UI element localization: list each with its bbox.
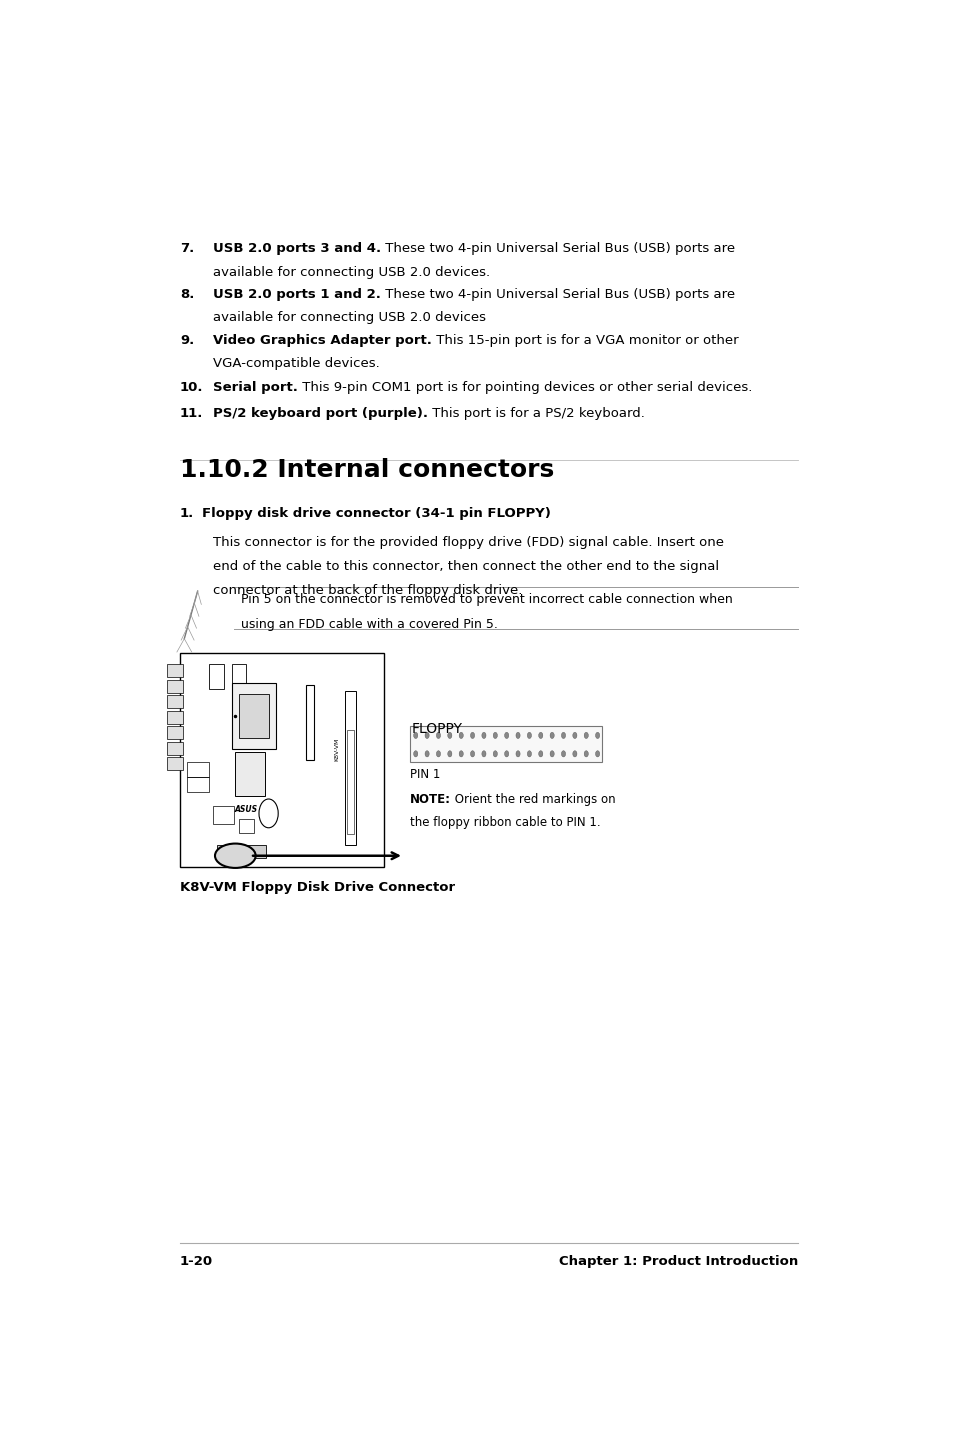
Circle shape — [470, 751, 475, 756]
Circle shape — [527, 751, 531, 756]
Circle shape — [470, 732, 475, 739]
Bar — [187, 777, 210, 792]
Circle shape — [458, 751, 463, 756]
Text: 7.: 7. — [180, 243, 193, 256]
Circle shape — [458, 732, 463, 739]
Circle shape — [425, 751, 429, 756]
Text: Video Graphics Adapter port.: Video Graphics Adapter port. — [213, 334, 432, 347]
Circle shape — [561, 732, 565, 739]
Circle shape — [481, 732, 485, 739]
Text: This connector is for the provided floppy drive (FDD) signal cable. Insert one: This connector is for the provided flopp… — [213, 536, 723, 549]
Text: Chapter 1: Product Introduction: Chapter 1: Product Introduction — [558, 1255, 797, 1268]
Text: PIN 1: PIN 1 — [410, 768, 439, 781]
Bar — [167, 758, 183, 771]
Text: using an FDD cable with a covered Pin 5.: using an FDD cable with a covered Pin 5. — [241, 618, 497, 631]
Circle shape — [527, 732, 531, 739]
Text: This port is for a PS/2 keyboard.: This port is for a PS/2 keyboard. — [428, 407, 644, 420]
Bar — [235, 752, 265, 797]
Circle shape — [504, 751, 508, 756]
Circle shape — [425, 732, 429, 739]
Bar — [213, 807, 233, 824]
Text: This 15-pin port is for a VGA monitor or other: This 15-pin port is for a VGA monitor or… — [432, 334, 738, 347]
Circle shape — [436, 751, 440, 756]
Circle shape — [595, 751, 599, 756]
Circle shape — [493, 732, 497, 739]
Bar — [187, 762, 210, 777]
Circle shape — [550, 732, 554, 739]
Circle shape — [572, 732, 577, 739]
Text: 1-20: 1-20 — [180, 1255, 213, 1268]
Circle shape — [572, 751, 577, 756]
Bar — [216, 844, 237, 858]
Bar — [167, 664, 183, 677]
Text: ASUS: ASUS — [234, 805, 257, 814]
Text: the floppy ribbon cable to PIN 1.: the floppy ribbon cable to PIN 1. — [410, 815, 599, 828]
Text: USB 2.0 ports 3 and 4.: USB 2.0 ports 3 and 4. — [213, 243, 381, 256]
Text: Serial port.: Serial port. — [213, 381, 297, 394]
Bar — [410, 726, 601, 762]
Text: 10.: 10. — [180, 381, 203, 394]
Circle shape — [504, 732, 508, 739]
Circle shape — [538, 732, 542, 739]
Circle shape — [447, 732, 452, 739]
Text: USB 2.0 ports 1 and 2.: USB 2.0 ports 1 and 2. — [213, 288, 380, 301]
Circle shape — [414, 732, 417, 739]
Circle shape — [595, 732, 599, 739]
Bar — [347, 729, 354, 834]
Text: This 9-pin COM1 port is for pointing devices or other serial devices.: This 9-pin COM1 port is for pointing dev… — [297, 381, 752, 394]
Bar — [167, 695, 183, 709]
Text: end of the cable to this connector, then connect the other end to the signal: end of the cable to this connector, then… — [213, 561, 719, 574]
Text: 1.: 1. — [180, 508, 193, 521]
Bar — [167, 710, 183, 723]
Text: available for connecting USB 2.0 devices.: available for connecting USB 2.0 devices… — [213, 266, 490, 279]
Bar — [210, 664, 224, 689]
Text: available for connecting USB 2.0 devices: available for connecting USB 2.0 devices — [213, 311, 486, 324]
Text: These two 4-pin Universal Serial Bus (USB) ports are: These two 4-pin Universal Serial Bus (US… — [380, 288, 735, 301]
Bar — [245, 844, 265, 858]
Text: Pin 5 on the connector is removed to prevent incorrect cable connection when: Pin 5 on the connector is removed to pre… — [241, 594, 732, 607]
Bar — [167, 742, 183, 755]
Text: Orient the red markings on: Orient the red markings on — [451, 792, 615, 805]
Bar — [239, 820, 253, 833]
Text: 1.10.2 Internal connectors: 1.10.2 Internal connectors — [180, 459, 554, 482]
Circle shape — [436, 732, 440, 739]
Circle shape — [583, 751, 588, 756]
Circle shape — [561, 751, 565, 756]
Text: K8V-VM Floppy Disk Drive Connector: K8V-VM Floppy Disk Drive Connector — [180, 881, 455, 894]
Text: FLOPPY: FLOPPY — [411, 722, 462, 736]
Ellipse shape — [214, 844, 255, 869]
Circle shape — [493, 751, 497, 756]
Text: PS/2 keyboard port (purple).: PS/2 keyboard port (purple). — [213, 407, 428, 420]
Bar — [345, 690, 355, 844]
Circle shape — [481, 751, 485, 756]
Bar — [306, 684, 314, 759]
Circle shape — [538, 751, 542, 756]
Text: VGA-compatible devices.: VGA-compatible devices. — [213, 358, 379, 371]
Circle shape — [516, 732, 519, 739]
Text: connector at the back of the floppy disk drive.: connector at the back of the floppy disk… — [213, 584, 522, 597]
Text: NOTE:: NOTE: — [410, 792, 451, 805]
Bar — [239, 695, 269, 738]
Text: Floppy disk drive connector (34-1 pin FLOPPY): Floppy disk drive connector (34-1 pin FL… — [202, 508, 550, 521]
Bar — [167, 680, 183, 693]
Circle shape — [447, 751, 452, 756]
Bar — [232, 683, 275, 749]
Circle shape — [516, 751, 519, 756]
Bar — [232, 664, 246, 689]
Circle shape — [414, 751, 417, 756]
Text: These two 4-pin Universal Serial Bus (USB) ports are: These two 4-pin Universal Serial Bus (US… — [381, 243, 735, 256]
Circle shape — [583, 732, 588, 739]
Text: 8.: 8. — [180, 288, 194, 301]
Text: 11.: 11. — [180, 407, 203, 420]
Text: K8V-VM: K8V-VM — [334, 738, 338, 761]
Text: 9.: 9. — [180, 334, 193, 347]
Bar — [167, 726, 183, 739]
Bar — [180, 653, 383, 867]
Circle shape — [550, 751, 554, 756]
